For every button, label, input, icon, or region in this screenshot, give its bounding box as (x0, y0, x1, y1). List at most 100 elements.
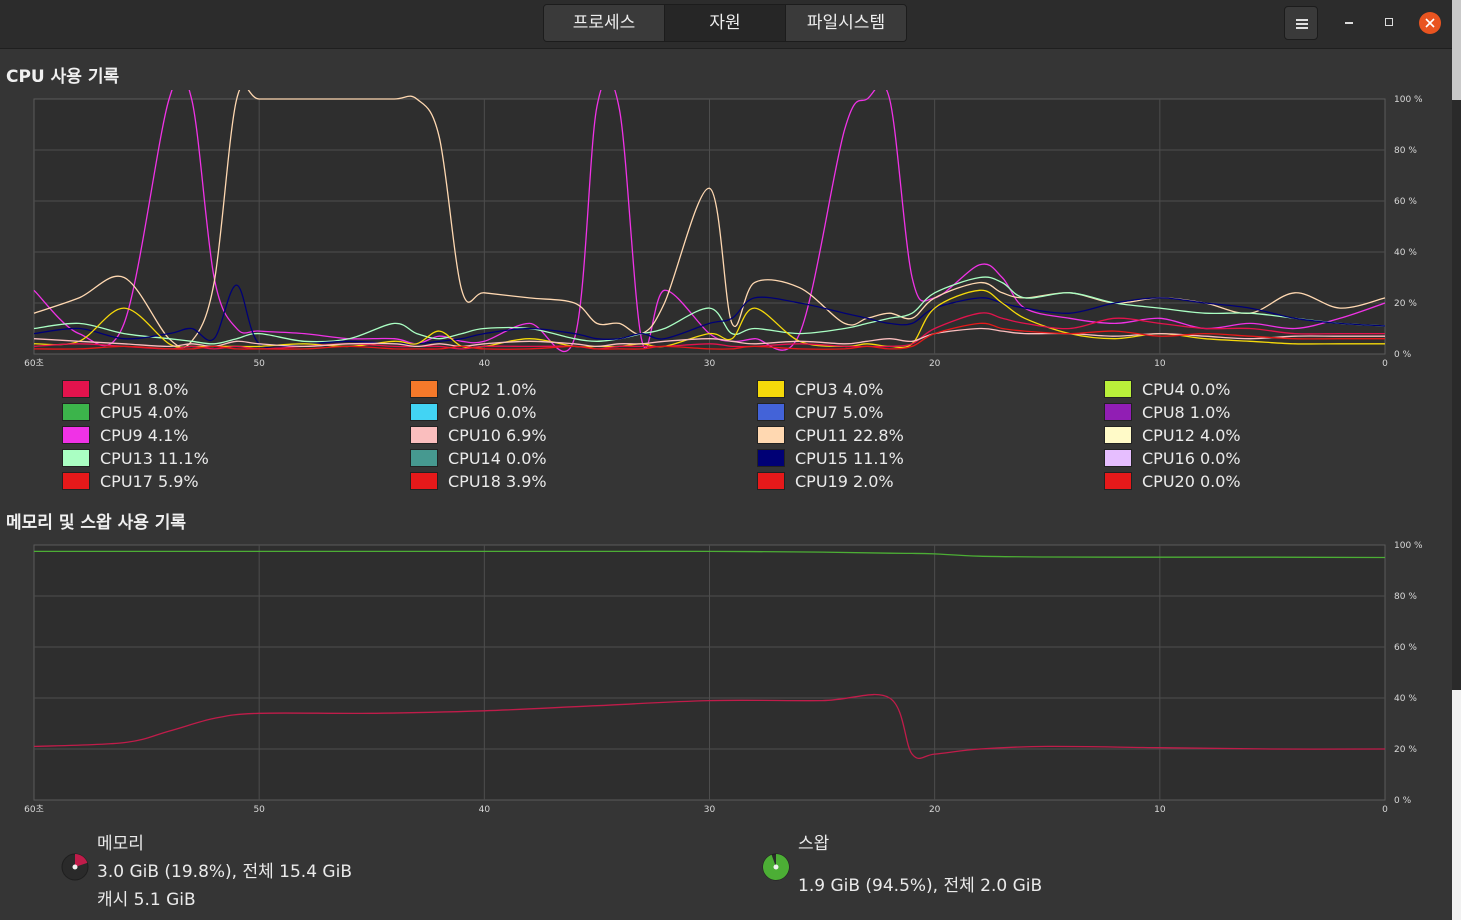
swap-detail: 1.9 GiB (94.5%), 전체 2.0 GiB (798, 876, 1043, 896)
cpu-series-CPU10 (33, 327, 1385, 348)
mem-x-tick: 0 (1382, 805, 1388, 815)
close-button[interactable] (1419, 12, 1441, 34)
close-icon (1425, 18, 1435, 28)
cpu-series-CPU9 (33, 90, 1386, 353)
cpu-legend-label: CPU20 0.0% (1142, 471, 1241, 491)
cpu-x-tick: 60초 (24, 358, 44, 369)
cpu-y-tick: 40 % (1394, 248, 1417, 258)
memory-detail: 3.0 GiB (19.8%), 전체 15.4 GiB (97, 862, 352, 882)
cpu-color-swatch[interactable] (757, 472, 785, 490)
cpu-x-tick: 20 (929, 359, 941, 369)
cpu-color-swatch[interactable] (757, 403, 785, 421)
cpu-y-tick: 0 % (1394, 350, 1412, 360)
cpu-legend-label: CPU12 4.0% (1142, 425, 1241, 445)
swap-pie-chart[interactable] (761, 852, 791, 882)
tab-resources[interactable]: 자원 (665, 5, 786, 41)
memory-pie-center (72, 864, 78, 870)
mem-series-메모리 (33, 693, 1386, 760)
cpu-legend-item: CPU3 4.0% (757, 378, 883, 400)
cpu-color-swatch[interactable] (410, 403, 438, 421)
cpu-color-swatch[interactable] (1104, 472, 1132, 490)
mem-y-tick: 100 % (1394, 541, 1423, 551)
mem-y-tick: 20 % (1394, 745, 1417, 755)
header-bar: 프로세스 자원 파일시스템 (0, 0, 1452, 49)
cpu-color-swatch[interactable] (62, 426, 90, 444)
cpu-x-tick: 10 (1154, 359, 1166, 369)
cpu-legend-label: CPU9 4.1% (100, 425, 189, 445)
cpu-x-tick: 30 (704, 359, 716, 369)
cpu-legend-label: CPU11 22.8% (795, 425, 904, 445)
cpu-color-swatch[interactable] (410, 426, 438, 444)
cpu-legend-item: CPU12 4.0% (1104, 424, 1241, 446)
cpu-color-swatch[interactable] (757, 380, 785, 398)
tab-filesystems[interactable]: 파일시스템 (786, 5, 906, 41)
cpu-legend-label: CPU16 0.0% (1142, 448, 1241, 468)
cpu-color-swatch[interactable] (757, 426, 785, 444)
cpu-legend-item: CPU2 1.0% (410, 378, 536, 400)
cpu-legend-label: CPU5 4.0% (100, 402, 189, 422)
cpu-legend-label: CPU4 0.0% (1142, 379, 1231, 399)
hamburger-menu-button[interactable] (1284, 6, 1318, 40)
cpu-series-CPU13 (33, 276, 1386, 345)
cpu-legend-label: CPU6 0.0% (448, 402, 537, 422)
cpu-x-tick: 40 (479, 359, 491, 369)
cpu-color-swatch[interactable] (410, 380, 438, 398)
cpu-color-swatch[interactable] (410, 472, 438, 490)
memory-pie-chart[interactable] (60, 852, 90, 882)
mem-x-tick: 60초 (24, 804, 44, 815)
cpu-color-swatch[interactable] (1104, 403, 1132, 421)
cpu-color-swatch[interactable] (62, 380, 90, 398)
cpu-color-swatch[interactable] (757, 449, 785, 467)
cpu-color-swatch[interactable] (62, 403, 90, 421)
hamburger-icon (1296, 19, 1308, 21)
cpu-legend-item: CPU9 4.1% (62, 424, 188, 446)
memory-label: 메모리 (97, 834, 144, 854)
cpu-y-tick: 20 % (1394, 299, 1417, 309)
mem-series-스왑 (33, 550, 1386, 559)
minimize-button[interactable] (1339, 12, 1361, 34)
cpu-series-CPU17 (33, 322, 1385, 350)
cpu-legend-item: CPU6 0.0% (410, 401, 536, 423)
cpu-y-tick: 100 % (1394, 95, 1423, 105)
tab-processes[interactable]: 프로세스 (544, 5, 665, 41)
cpu-y-tick: 60 % (1394, 197, 1417, 207)
cpu-legend-label: CPU2 1.0% (448, 379, 537, 399)
mem-y-tick: 60 % (1394, 643, 1417, 653)
maximize-button[interactable] (1380, 12, 1402, 34)
background-strip-dark (1452, 100, 1461, 700)
cpu-legend-label: CPU3 4.0% (795, 379, 884, 399)
memory-swap-history-graph: 60초 50 40 30 20 10 0 100 % 80 % 60 % 40 % 20 % 0 % (24, 541, 1423, 815)
view-switcher: 프로세스 자원 파일시스템 (543, 4, 907, 42)
mem-y-tick: 0 % (1394, 796, 1412, 806)
cpu-color-swatch[interactable] (62, 472, 90, 490)
memory-pie-slice (75, 854, 88, 867)
cpu-legend-label: CPU13 11.1% (100, 448, 209, 468)
mem-x-tick: 40 (479, 805, 491, 815)
mem-y-tick: 40 % (1394, 694, 1417, 704)
memory-cache: 캐시 5.1 GiB (97, 890, 196, 910)
mem-x-tick: 30 (704, 805, 716, 815)
background-strip-light (1452, 690, 1461, 920)
cpu-x-tick: 0 (1382, 359, 1388, 369)
cpu-color-swatch[interactable] (410, 449, 438, 467)
swap-label: 스왑 (798, 834, 830, 854)
cpu-legend-item: CPU7 5.0% (757, 401, 883, 423)
cpu-legend-item: CPU5 4.0% (62, 401, 188, 423)
mem-x-tick: 20 (929, 805, 941, 815)
cpu-color-swatch[interactable] (62, 449, 90, 467)
mem-x-tick: 10 (1154, 805, 1166, 815)
cpu-legend-label: CPU14 0.0% (448, 448, 547, 468)
cpu-legend-item: CPU10 6.9% (410, 424, 547, 446)
swap-pie-center (773, 864, 779, 870)
cpu-legend-item: CPU14 0.0% (410, 447, 547, 469)
minimize-icon (1345, 22, 1353, 24)
cpu-color-swatch[interactable] (1104, 426, 1132, 444)
cpu-color-swatch[interactable] (1104, 380, 1132, 398)
cpu-legend-item: CPU16 0.0% (1104, 447, 1241, 469)
cpu-y-tick: 80 % (1394, 146, 1417, 156)
cpu-color-swatch[interactable] (1104, 449, 1132, 467)
cpu-legend-item: CPU15 11.1% (757, 447, 904, 469)
cpu-legend-label: CPU7 5.0% (795, 402, 884, 422)
cpu-legend-label: CPU1 8.0% (100, 379, 189, 399)
cpu-legend-label: CPU15 11.1% (795, 448, 904, 468)
